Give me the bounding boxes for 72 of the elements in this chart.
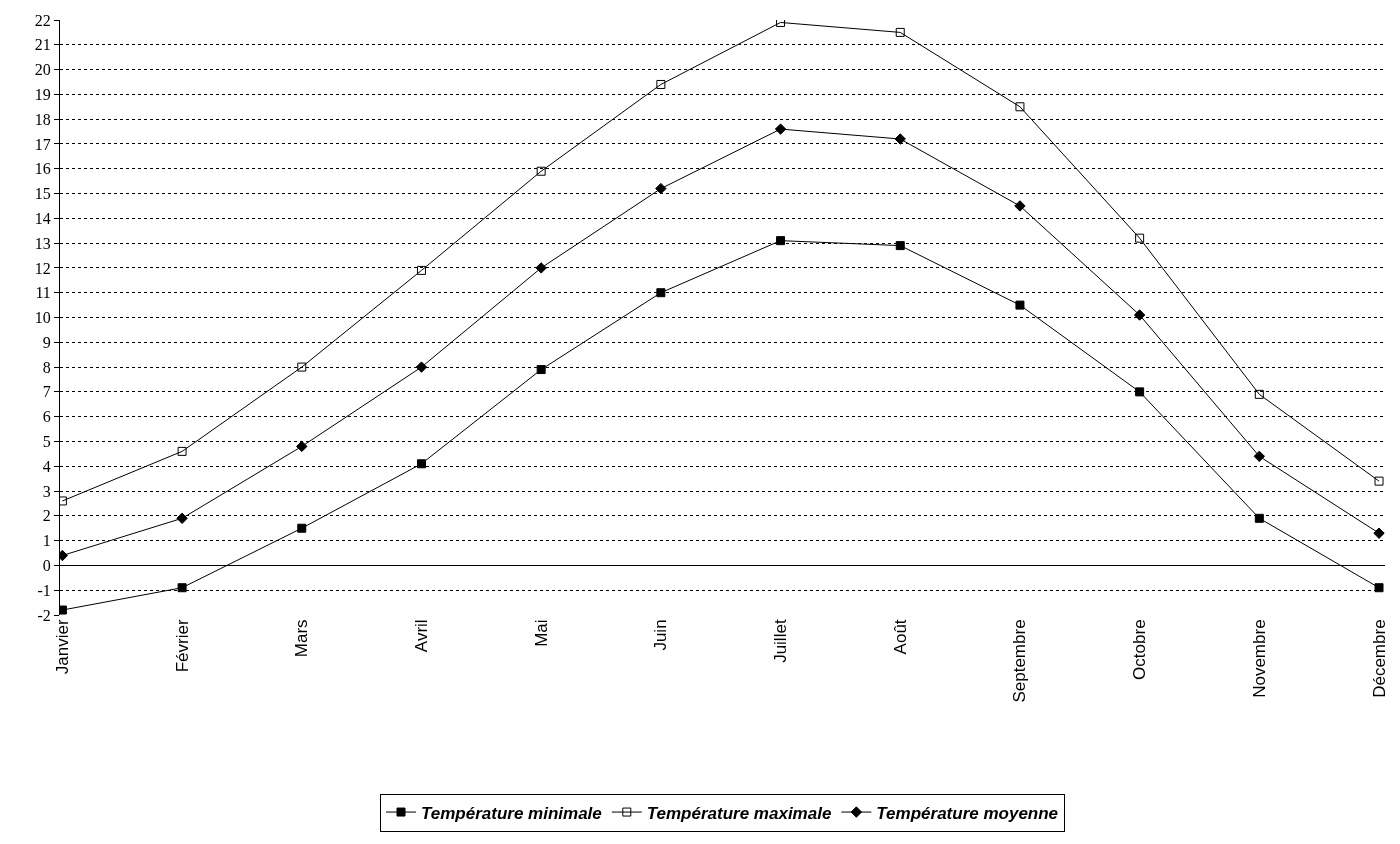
point [297, 362, 307, 372]
x-tick-label: Août [890, 619, 910, 655]
y-tick-label: 9 [42, 333, 51, 351]
y-tick-label: 13 [34, 234, 51, 252]
x-tick-label: Septembre [1010, 619, 1030, 703]
point [416, 459, 426, 469]
point [1374, 583, 1384, 593]
y-tick-label: 8 [42, 358, 51, 376]
y-tick-label: 20 [34, 61, 51, 79]
x-tick-label: Novembre [1249, 619, 1269, 698]
legend-label: Température moyenne [876, 803, 1059, 823]
point [1015, 300, 1025, 310]
point [1135, 387, 1145, 397]
y-tick-label: 6 [42, 408, 51, 426]
point [415, 361, 428, 373]
x-tick-label: Octobre [1130, 619, 1150, 680]
point [1014, 200, 1026, 212]
x-tick-label: Juin [651, 619, 671, 651]
point [656, 79, 666, 89]
y-tick-label: 15 [34, 185, 51, 203]
point [416, 265, 426, 275]
point [894, 133, 906, 145]
y-tick-label: 7 [42, 383, 51, 401]
y-tick-label: 3 [42, 482, 51, 500]
y-tick-label: 4 [42, 457, 51, 475]
y-tick-label: 19 [34, 85, 51, 103]
x-tick-label: Janvier [52, 619, 72, 675]
point [1135, 233, 1145, 243]
point [296, 440, 308, 453]
x-tick-label: Mars [292, 619, 312, 658]
point [1254, 389, 1264, 399]
point [776, 236, 786, 246]
x-tick-label: Avril [411, 619, 431, 653]
point [177, 583, 187, 593]
legend-label: Température maximale [646, 803, 832, 823]
y-tick-label: 0 [42, 557, 51, 575]
point [1015, 102, 1025, 112]
point [177, 446, 187, 456]
y-tick-label: 1 [42, 532, 51, 550]
point [1133, 309, 1146, 321]
x-tick-label: Mai [531, 619, 551, 647]
point [536, 166, 546, 176]
point [656, 288, 666, 298]
y-tick-label: 17 [34, 135, 51, 153]
y-tick-label: 21 [34, 36, 51, 54]
y-tick-label: -2 [37, 606, 51, 624]
point [297, 523, 307, 533]
point [895, 241, 905, 251]
x-tick-label: Février [172, 619, 192, 673]
y-tick-label: 12 [34, 259, 51, 277]
point [1253, 450, 1266, 463]
y-tick-label: 11 [35, 284, 51, 302]
point [1373, 527, 1385, 539]
point [774, 123, 787, 135]
point [776, 20, 786, 27]
point [536, 365, 546, 375]
point [535, 262, 547, 274]
y-tick-label: 10 [34, 309, 51, 327]
y-tick-label: 18 [34, 110, 51, 128]
y-tick-label: 22 [34, 11, 51, 29]
point [1254, 513, 1264, 523]
legend-label: Température minimale [421, 803, 602, 823]
point [176, 512, 188, 525]
x-tick-label: Juillet [771, 619, 791, 663]
point [1374, 476, 1384, 486]
y-tick-label: 5 [42, 433, 51, 451]
y-tick-label: 16 [34, 160, 51, 178]
x-tick-label: Décembre [1369, 619, 1389, 698]
y-tick-label: -1 [37, 581, 51, 599]
y-tick-label: 14 [34, 209, 51, 227]
y-tick-label: 2 [42, 507, 51, 525]
point [895, 27, 905, 37]
